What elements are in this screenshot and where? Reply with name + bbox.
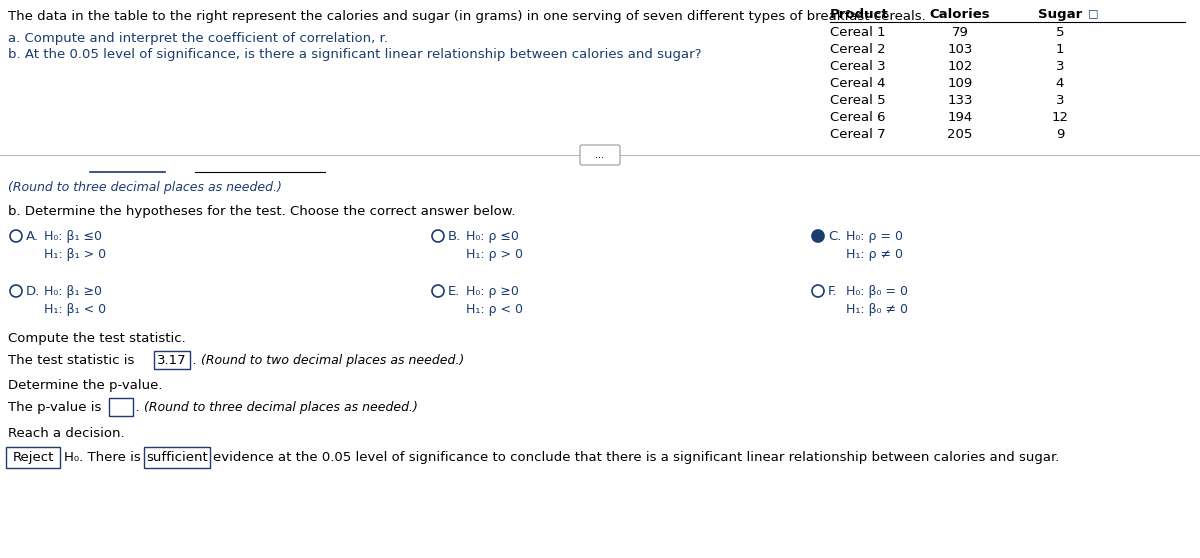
Circle shape <box>812 285 824 297</box>
Text: H₁: ρ < 0: H₁: ρ < 0 <box>466 303 523 316</box>
Text: 12: 12 <box>1051 111 1068 124</box>
Text: 133: 133 <box>947 94 973 107</box>
Text: C.: C. <box>828 230 841 243</box>
Text: Cereal 6: Cereal 6 <box>830 111 886 124</box>
Text: A.: A. <box>26 230 38 243</box>
Text: Cereal 7: Cereal 7 <box>830 128 886 141</box>
Text: H₀: β₀ = 0: H₀: β₀ = 0 <box>846 285 908 298</box>
Text: Cereal 2: Cereal 2 <box>830 43 886 56</box>
Text: The p-value is: The p-value is <box>8 401 106 414</box>
Text: D.: D. <box>26 285 41 298</box>
Text: H₀: ρ ≥0: H₀: ρ ≥0 <box>466 285 518 298</box>
Text: Cereal 5: Cereal 5 <box>830 94 886 107</box>
Text: H₁: β₁ < 0: H₁: β₁ < 0 <box>44 303 106 316</box>
Text: a. Compute and interpret the coefficient of correlation, r.: a. Compute and interpret the coefficient… <box>8 32 388 45</box>
Text: The data in the table to the right represent the calories and sugar (in grams) i: The data in the table to the right repre… <box>8 10 925 23</box>
Text: H₀: β₁ ≤0: H₀: β₁ ≤0 <box>44 230 102 243</box>
Circle shape <box>10 230 22 242</box>
Circle shape <box>10 285 22 297</box>
Text: 9: 9 <box>1056 128 1064 141</box>
Text: H₁: ρ > 0: H₁: ρ > 0 <box>466 248 523 261</box>
Text: Cereal 1: Cereal 1 <box>830 26 886 39</box>
Text: 79: 79 <box>952 26 968 39</box>
Text: Calories: Calories <box>930 8 990 21</box>
Text: E.: E. <box>448 285 461 298</box>
Text: The test statistic is: The test statistic is <box>8 354 139 367</box>
Text: H₁: β₀ ≠ 0: H₁: β₀ ≠ 0 <box>846 303 908 316</box>
Text: 1: 1 <box>1056 43 1064 56</box>
Text: Determine the p-value.: Determine the p-value. <box>8 379 162 392</box>
Text: b. Determine the hypotheses for the test. Choose the correct answer below.: b. Determine the hypotheses for the test… <box>8 205 516 218</box>
Text: evidence at the 0.05 level of significance to conclude that there is a significa: evidence at the 0.05 level of significan… <box>214 451 1060 464</box>
Text: (Round to three decimal places as needed.): (Round to three decimal places as needed… <box>8 181 282 194</box>
Text: 103: 103 <box>947 43 973 56</box>
Text: Cereal 4: Cereal 4 <box>830 77 886 90</box>
Text: 102: 102 <box>947 60 973 73</box>
Text: Product: Product <box>830 8 889 21</box>
Text: 205: 205 <box>947 128 973 141</box>
Text: 3: 3 <box>1056 94 1064 107</box>
Text: F.: F. <box>828 285 838 298</box>
FancyBboxPatch shape <box>109 398 133 416</box>
Text: ...: ... <box>595 150 605 160</box>
Text: H₀: ρ = 0: H₀: ρ = 0 <box>846 230 904 243</box>
FancyBboxPatch shape <box>144 447 210 468</box>
Text: H₀: β₁ ≥0: H₀: β₁ ≥0 <box>44 285 102 298</box>
Text: Cereal 3: Cereal 3 <box>830 60 886 73</box>
Circle shape <box>432 230 444 242</box>
FancyBboxPatch shape <box>580 145 620 165</box>
FancyBboxPatch shape <box>6 447 60 468</box>
Text: Sugar: Sugar <box>1038 8 1082 21</box>
Text: 109: 109 <box>947 77 973 90</box>
Text: Reach a decision.: Reach a decision. <box>8 427 125 440</box>
Text: b. At the 0.05 level of significance, is there a significant linear relationship: b. At the 0.05 level of significance, is… <box>8 48 702 61</box>
Text: 4: 4 <box>1056 77 1064 90</box>
Text: 5: 5 <box>1056 26 1064 39</box>
Text: H₀: ρ ≤0: H₀: ρ ≤0 <box>466 230 518 243</box>
Text: 3: 3 <box>1056 60 1064 73</box>
Circle shape <box>812 230 824 242</box>
Text: □: □ <box>1088 8 1098 18</box>
Text: 194: 194 <box>947 111 973 124</box>
Text: Compute the test statistic.: Compute the test statistic. <box>8 332 186 345</box>
Text: 3.17: 3.17 <box>157 354 187 367</box>
Text: Reject: Reject <box>12 451 54 464</box>
Text: H₁: ρ ≠ 0: H₁: ρ ≠ 0 <box>846 248 904 261</box>
Text: H₁: β₁ > 0: H₁: β₁ > 0 <box>44 248 106 261</box>
Circle shape <box>432 285 444 297</box>
Text: H₀. There is: H₀. There is <box>64 451 145 464</box>
Text: . (Round to two decimal places as needed.): . (Round to two decimal places as needed… <box>193 354 464 367</box>
Text: . (Round to three decimal places as needed.): . (Round to three decimal places as need… <box>136 401 418 414</box>
FancyBboxPatch shape <box>154 351 190 369</box>
Text: B.: B. <box>448 230 461 243</box>
Text: sufficient: sufficient <box>146 451 208 464</box>
